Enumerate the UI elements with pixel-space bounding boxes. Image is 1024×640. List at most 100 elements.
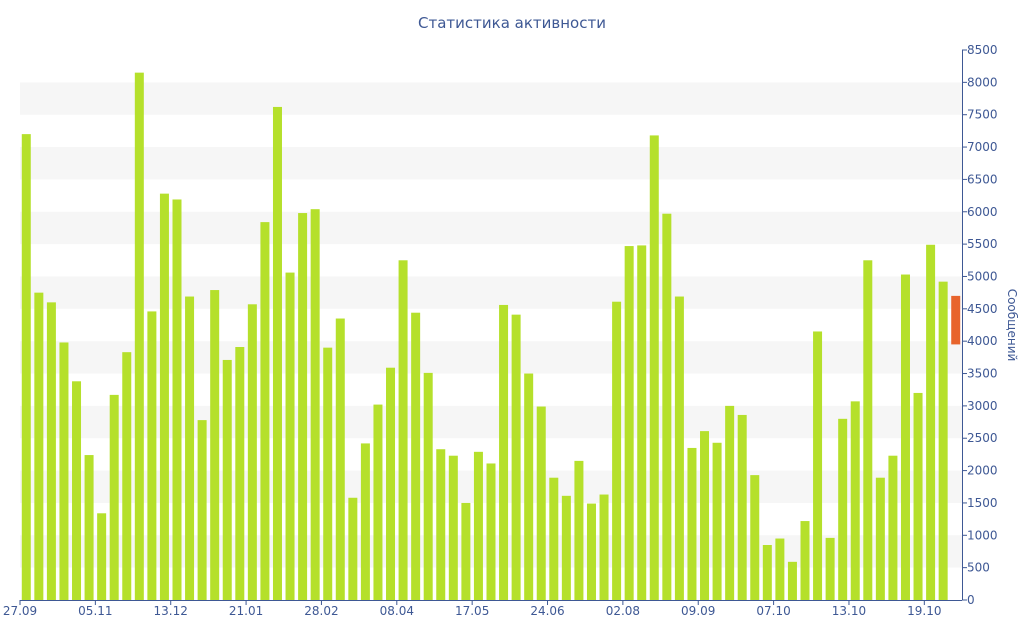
x-tick-label: 09.09 bbox=[681, 604, 715, 618]
y-tick-label: 500 bbox=[967, 561, 990, 575]
x-tick-label: 17.05 bbox=[455, 604, 489, 618]
bar bbox=[72, 381, 82, 600]
y-tick-label: 1500 bbox=[967, 496, 998, 510]
bar bbox=[348, 497, 358, 600]
y-tick-label: 3000 bbox=[967, 399, 998, 413]
bar bbox=[260, 222, 270, 600]
bar bbox=[938, 281, 948, 600]
bar bbox=[448, 455, 458, 600]
bar bbox=[134, 72, 144, 601]
bar bbox=[411, 312, 421, 600]
y-tick-label: 5000 bbox=[967, 269, 998, 283]
bar bbox=[84, 455, 94, 600]
y-tick-label: 3500 bbox=[967, 367, 998, 381]
bar bbox=[34, 292, 44, 600]
bar bbox=[247, 304, 257, 600]
bar bbox=[524, 373, 534, 600]
bar bbox=[285, 272, 295, 600]
bar bbox=[913, 392, 923, 600]
grid-band bbox=[20, 147, 962, 180]
bar bbox=[549, 477, 559, 600]
x-tick-label: 21.01 bbox=[229, 604, 263, 618]
x-tick-label: 05.11 bbox=[78, 604, 112, 618]
bar bbox=[700, 431, 710, 600]
bar bbox=[574, 460, 584, 600]
bar bbox=[159, 193, 169, 600]
bar bbox=[787, 561, 797, 600]
grid-band bbox=[20, 82, 962, 115]
bar bbox=[59, 342, 69, 600]
y-tick-label: 0 bbox=[967, 593, 975, 607]
bar bbox=[172, 199, 182, 600]
bar bbox=[624, 246, 634, 600]
x-tick-label: 27.09 bbox=[3, 604, 37, 618]
bar bbox=[586, 503, 596, 600]
bar bbox=[21, 134, 31, 600]
bar bbox=[486, 463, 496, 600]
bar bbox=[900, 274, 910, 600]
y-tick-label: 2000 bbox=[967, 464, 998, 478]
bar bbox=[210, 290, 220, 600]
bar bbox=[310, 209, 320, 601]
bar bbox=[813, 331, 823, 600]
bar bbox=[687, 447, 697, 600]
bar bbox=[499, 304, 509, 600]
bar bbox=[222, 359, 232, 600]
axes: 0 500 1000 1500 2000 2500 3000 3500 4000 4500 5000… bbox=[3, 43, 998, 618]
bar bbox=[750, 475, 760, 600]
y-tick-label: 6000 bbox=[967, 205, 998, 219]
x-tick-label: 19.10 bbox=[907, 604, 941, 618]
y-tick-label: 8500 bbox=[967, 43, 998, 57]
x-tick-label: 02.08 bbox=[606, 604, 640, 618]
x-tick-label: 07.10 bbox=[756, 604, 790, 618]
x-tick-label: 24.06 bbox=[530, 604, 564, 618]
bars bbox=[21, 72, 961, 601]
bar bbox=[850, 401, 860, 600]
bar bbox=[298, 213, 308, 600]
bar bbox=[235, 347, 245, 600]
y-tick-label: 6500 bbox=[967, 172, 998, 186]
bar bbox=[800, 521, 810, 600]
y-tick-label: 7000 bbox=[967, 140, 998, 154]
x-tick-label: 13.12 bbox=[154, 604, 188, 618]
bar bbox=[147, 311, 157, 600]
bar bbox=[725, 405, 735, 600]
bar bbox=[197, 420, 207, 600]
bar bbox=[511, 314, 521, 600]
bar bbox=[599, 494, 609, 600]
bar bbox=[398, 260, 408, 600]
bar bbox=[360, 443, 370, 600]
x-tick-label: 13.10 bbox=[832, 604, 866, 618]
y-tick-label: 7500 bbox=[967, 108, 998, 122]
bar bbox=[838, 418, 848, 600]
bar bbox=[662, 213, 672, 601]
bar bbox=[888, 455, 898, 600]
bar bbox=[637, 245, 647, 601]
bar bbox=[561, 495, 571, 600]
bar bbox=[46, 302, 56, 600]
bar bbox=[97, 513, 107, 600]
bar bbox=[373, 404, 383, 600]
x-tick-label: 28.02 bbox=[304, 604, 338, 618]
bar bbox=[272, 106, 282, 601]
bar bbox=[926, 244, 936, 600]
highlight-bar bbox=[951, 295, 961, 345]
bar bbox=[875, 477, 885, 600]
y-tick-label: 5500 bbox=[967, 237, 998, 251]
y-tick-label: 4000 bbox=[967, 334, 998, 348]
y-axis-title: Сообщений bbox=[1005, 289, 1019, 362]
bar bbox=[712, 442, 722, 600]
bar bbox=[423, 372, 433, 600]
y-tick-label: 2500 bbox=[967, 431, 998, 445]
y-tick-label: 4500 bbox=[967, 302, 998, 316]
x-tick-label: 08.04 bbox=[380, 604, 414, 618]
y-tick-label: 8000 bbox=[967, 75, 998, 89]
bar bbox=[649, 135, 659, 601]
y-tick-label: 1000 bbox=[967, 528, 998, 542]
bar bbox=[386, 367, 396, 600]
bar bbox=[461, 502, 471, 600]
bar bbox=[323, 347, 333, 600]
bar bbox=[536, 406, 546, 600]
